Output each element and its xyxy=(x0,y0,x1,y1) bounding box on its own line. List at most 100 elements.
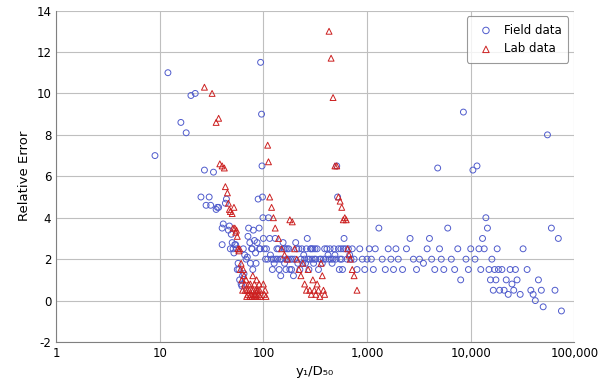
Field data xyxy=(476,266,486,273)
Field data xyxy=(419,260,428,266)
Lab data xyxy=(269,215,278,221)
Lab data xyxy=(252,277,262,283)
Field data xyxy=(495,287,504,293)
Lab data xyxy=(255,287,265,293)
Lab data xyxy=(296,273,306,279)
Field data xyxy=(391,246,401,252)
Field data xyxy=(279,246,289,252)
Lab data xyxy=(248,287,258,293)
Lab data xyxy=(277,246,286,252)
Field data xyxy=(497,266,507,273)
Field data xyxy=(338,266,347,273)
Field data xyxy=(239,271,249,277)
Lab data xyxy=(335,198,345,204)
Lab data xyxy=(246,281,255,287)
Lab data xyxy=(260,291,269,298)
Field data xyxy=(238,273,248,279)
Lab data xyxy=(338,217,348,223)
Field data xyxy=(328,256,338,262)
Field data xyxy=(293,260,303,266)
Field data xyxy=(257,163,267,169)
Lab data xyxy=(326,55,336,61)
Field data xyxy=(247,246,257,252)
Field data xyxy=(333,246,343,252)
Field data xyxy=(342,256,352,262)
Field data xyxy=(530,298,540,304)
Field data xyxy=(458,109,468,115)
Lab data xyxy=(234,248,243,254)
Field data xyxy=(310,246,320,252)
Lab data xyxy=(238,287,248,293)
Lab data xyxy=(215,161,225,167)
Field data xyxy=(509,287,519,293)
Field data xyxy=(280,260,289,266)
Field data xyxy=(506,266,515,273)
Lab data xyxy=(211,119,221,126)
Field data xyxy=(306,246,316,252)
Field data xyxy=(437,256,446,262)
Lab data xyxy=(251,293,261,300)
Field data xyxy=(245,240,255,246)
Field data xyxy=(378,256,387,262)
Field data xyxy=(329,246,339,252)
Field data xyxy=(503,291,513,298)
Field data xyxy=(294,246,304,252)
Field data xyxy=(232,246,242,252)
Field data xyxy=(324,256,334,262)
Legend: Field data, Lab data: Field data, Lab data xyxy=(467,17,568,63)
Lab data xyxy=(225,209,235,215)
Field data xyxy=(233,266,242,273)
Field data xyxy=(318,260,327,266)
Lab data xyxy=(320,291,330,298)
Lab data xyxy=(274,235,283,242)
Field data xyxy=(257,111,266,117)
Lab data xyxy=(303,266,313,273)
Field data xyxy=(414,256,424,262)
Lab data xyxy=(233,233,242,240)
Lab data xyxy=(223,200,233,206)
Field data xyxy=(384,246,393,252)
Lab data xyxy=(251,287,260,293)
Field data xyxy=(446,256,456,262)
Field data xyxy=(204,194,214,200)
Field data xyxy=(489,287,498,293)
Lab data xyxy=(316,260,326,266)
Field data xyxy=(150,152,160,159)
Lab data xyxy=(288,219,297,225)
Field data xyxy=(491,277,501,283)
Field data xyxy=(251,260,261,266)
Field data xyxy=(225,223,234,229)
Field data xyxy=(487,256,496,262)
Lab data xyxy=(236,260,246,266)
Field data xyxy=(474,246,484,252)
Field data xyxy=(326,246,335,252)
Field data xyxy=(425,235,434,242)
Field data xyxy=(278,240,288,246)
Field data xyxy=(211,206,221,212)
Field data xyxy=(335,256,345,262)
Field data xyxy=(332,163,342,169)
Field data xyxy=(244,225,254,231)
Field data xyxy=(258,215,268,221)
Lab data xyxy=(285,217,295,223)
Lab data xyxy=(309,287,319,293)
Field data xyxy=(249,237,259,243)
Field data xyxy=(275,256,285,262)
Lab data xyxy=(240,287,250,293)
Field data xyxy=(422,246,432,252)
Field data xyxy=(220,200,230,206)
Field data xyxy=(402,246,411,252)
Field data xyxy=(321,256,330,262)
Field data xyxy=(255,59,265,65)
Field data xyxy=(225,246,235,252)
Field data xyxy=(313,266,323,273)
Field data xyxy=(280,246,290,252)
Field data xyxy=(260,246,269,252)
Field data xyxy=(528,291,538,298)
Lab data xyxy=(312,281,322,287)
Field data xyxy=(492,246,502,252)
Lab data xyxy=(349,273,359,279)
Lab data xyxy=(254,291,263,298)
Lab data xyxy=(265,194,274,200)
Lab data xyxy=(298,260,307,266)
